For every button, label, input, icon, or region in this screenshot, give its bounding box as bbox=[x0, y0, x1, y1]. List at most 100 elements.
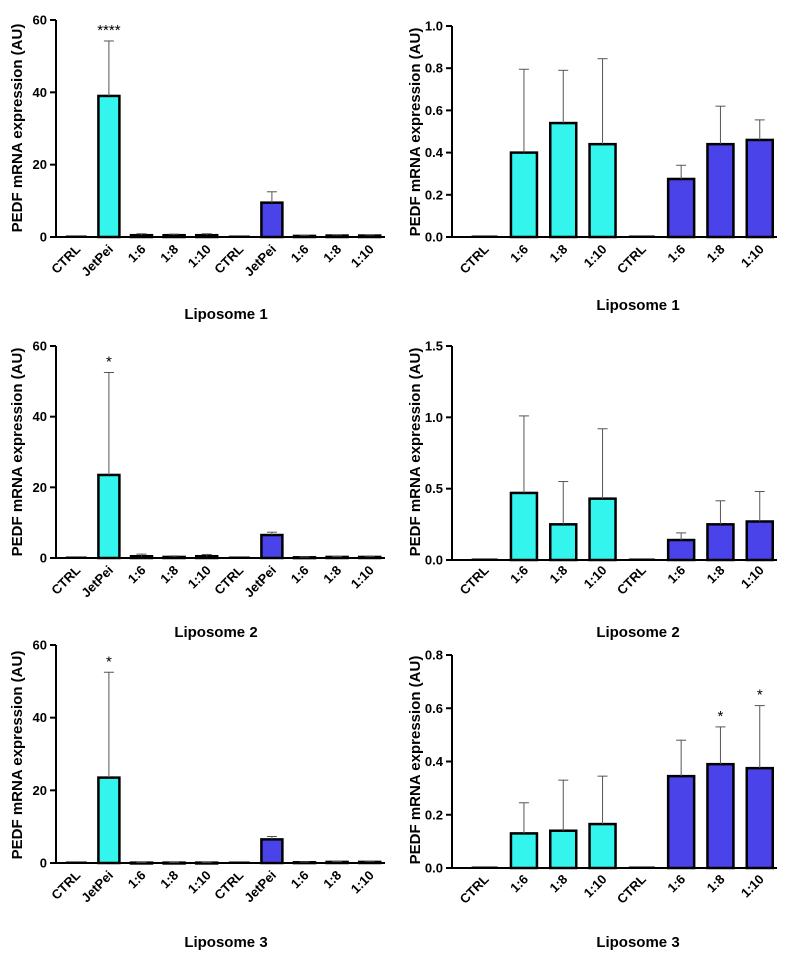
significance-marker: * bbox=[106, 653, 112, 670]
y-tick-label: 0.0 bbox=[425, 861, 443, 876]
category-label: 1:10 bbox=[581, 872, 610, 901]
x-axis-label: Liposome 3 bbox=[596, 934, 679, 951]
category-label: 1:6 bbox=[507, 242, 531, 266]
y-tick-label: 0.2 bbox=[425, 187, 443, 202]
y-tick-label: 0 bbox=[40, 230, 47, 245]
bar-10 bbox=[357, 555, 382, 560]
category-label: JetPei bbox=[241, 868, 279, 906]
y-axis-label: PEDF mRNA expression (AU) bbox=[407, 656, 424, 865]
category-label: JetPei bbox=[241, 242, 279, 280]
category-label: 1:6 bbox=[664, 872, 688, 896]
y-tick-label: 0.8 bbox=[425, 61, 443, 76]
category-label: 1:8 bbox=[704, 242, 728, 266]
bar-4 bbox=[588, 142, 617, 239]
category-label: 1:6 bbox=[664, 563, 688, 587]
y-tick-label: 1.0 bbox=[425, 410, 443, 425]
category-label: 1:6 bbox=[288, 563, 312, 587]
y-tick-label: 0.5 bbox=[425, 481, 443, 496]
category-label: CTRL bbox=[614, 871, 649, 906]
x-axis-label: Liposome 1 bbox=[596, 297, 679, 314]
bar-4 bbox=[588, 497, 617, 562]
category-label: 1:10 bbox=[581, 242, 610, 271]
bar-3 bbox=[129, 554, 154, 560]
category-label: 1:8 bbox=[546, 563, 570, 587]
category-label: CTRL bbox=[614, 241, 649, 276]
bar-3 bbox=[549, 121, 578, 239]
category-label: 1:6 bbox=[664, 242, 688, 266]
y-tick-label: 0.8 bbox=[425, 648, 443, 663]
y-tick-label: 40 bbox=[33, 409, 47, 424]
bar-7 bbox=[706, 142, 735, 239]
y-tick-label: 1.5 bbox=[425, 339, 443, 354]
bar-3 bbox=[129, 233, 154, 239]
bar-5 bbox=[194, 233, 219, 239]
significance-marker: * bbox=[757, 687, 763, 704]
bar-3 bbox=[549, 829, 578, 870]
y-tick-label: 0.4 bbox=[425, 754, 444, 769]
category-label: 1:10 bbox=[738, 872, 767, 901]
category-label: CTRL bbox=[211, 241, 246, 276]
significance-marker: **** bbox=[97, 22, 121, 39]
category-label: 1:8 bbox=[320, 242, 344, 266]
bar-2 bbox=[509, 151, 539, 239]
bar-10 bbox=[357, 234, 382, 239]
bar-2 bbox=[509, 491, 539, 562]
category-label: 1:10 bbox=[185, 868, 214, 897]
x-axis-label: Liposome 2 bbox=[596, 624, 679, 641]
y-tick-label: 60 bbox=[33, 638, 47, 653]
bar-7 bbox=[706, 523, 735, 562]
bar-6 bbox=[666, 538, 696, 562]
y-axis-label: PEDF mRNA expression (AU) bbox=[407, 28, 424, 237]
y-tick-label: 20 bbox=[33, 783, 47, 798]
y-axis-label: PEDF mRNA expression (AU) bbox=[9, 24, 26, 233]
category-label: CTRL bbox=[614, 562, 649, 597]
category-label: 1:8 bbox=[157, 242, 181, 266]
significance-marker: * bbox=[718, 708, 724, 725]
bar-3 bbox=[549, 523, 578, 562]
bar-2 bbox=[97, 776, 121, 865]
category-label: 1:6 bbox=[288, 868, 312, 892]
category-label: JetPei bbox=[241, 563, 279, 601]
bar-6 bbox=[666, 774, 696, 870]
bar-6 bbox=[666, 177, 696, 239]
y-tick-label: 0.0 bbox=[425, 230, 443, 245]
y-tick-label: 60 bbox=[33, 339, 47, 354]
category-label: 1:10 bbox=[185, 242, 214, 271]
y-tick-label: 0.2 bbox=[425, 807, 443, 822]
bar-9 bbox=[325, 234, 349, 239]
bar-2 bbox=[509, 832, 539, 870]
bar-7 bbox=[706, 762, 735, 870]
category-label: 1:8 bbox=[157, 563, 181, 587]
category-label: 1:6 bbox=[288, 242, 312, 266]
category-label: JetPei bbox=[78, 563, 116, 601]
category-label: 1:8 bbox=[157, 868, 181, 892]
category-label: CTRL bbox=[48, 562, 83, 597]
category-label: CTRL bbox=[457, 241, 492, 276]
bar-4 bbox=[162, 233, 186, 239]
category-label: 1:10 bbox=[185, 563, 214, 592]
y-tick-label: 0 bbox=[40, 551, 47, 566]
bar-4 bbox=[162, 555, 186, 560]
bar-7 bbox=[260, 533, 284, 560]
bar-8 bbox=[292, 234, 317, 239]
category-label: CTRL bbox=[211, 867, 246, 902]
bar-8 bbox=[745, 138, 774, 239]
category-label: 1:10 bbox=[348, 563, 377, 592]
y-tick-label: 0.4 bbox=[425, 145, 444, 160]
bar-10 bbox=[357, 860, 382, 865]
category-label: 1:6 bbox=[507, 872, 531, 896]
y-tick-label: 0.0 bbox=[425, 553, 443, 568]
bar-9 bbox=[325, 555, 349, 560]
category-label: 1:8 bbox=[704, 872, 728, 896]
category-label: 1:10 bbox=[348, 242, 377, 271]
y-tick-label: 1.0 bbox=[425, 19, 443, 34]
category-label: 1:8 bbox=[704, 563, 728, 587]
y-axis-label: PEDF mRNA expression (AU) bbox=[9, 651, 26, 860]
y-tick-label: 40 bbox=[33, 710, 47, 725]
y-tick-label: 40 bbox=[33, 85, 47, 100]
chart-panel-5: 0 20 40 60 PEDF mRNA expression (AU) Liposome… bbox=[9, 638, 385, 951]
y-axis-label: PEDF mRNA expression (AU) bbox=[9, 348, 26, 557]
y-tick-label: 20 bbox=[33, 157, 47, 172]
